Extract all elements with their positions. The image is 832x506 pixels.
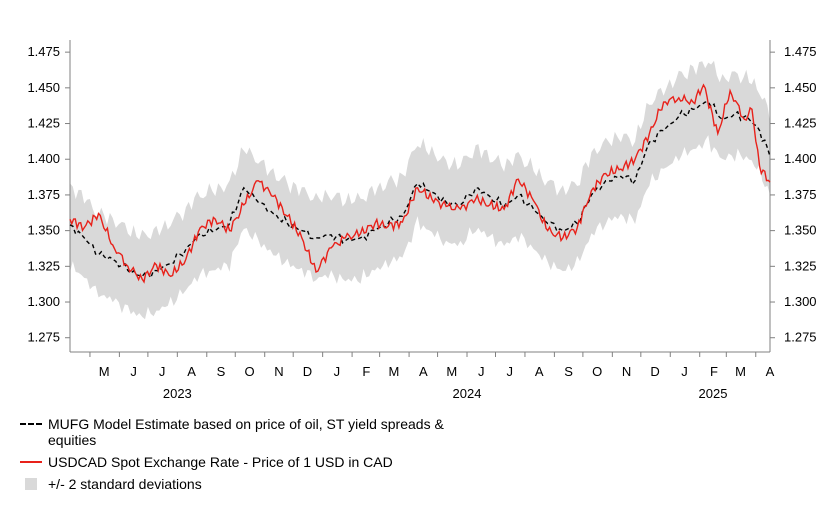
y-tick-label-left: 1.300	[27, 294, 60, 309]
legend: MUFG Model Estimate based on price of oi…	[18, 416, 578, 498]
x-year-label: 2025	[699, 386, 728, 401]
chart-svg: 1.475 1.475 1.450 1.450 1.425 1.425 1.400 1.400…	[27, 40, 817, 401]
x-tick-label: J	[159, 364, 166, 379]
x-year-label: 2023	[163, 386, 192, 401]
x-year-label: 2024	[453, 386, 482, 401]
legend-swatch-red	[18, 454, 44, 470]
x-tick-label: F	[362, 364, 370, 379]
y-tick-label-left: 1.375	[27, 187, 60, 202]
x-tick-label: D	[650, 364, 659, 379]
x-tick-label: O	[244, 364, 254, 379]
y-tick-label-left: 1.450	[27, 80, 60, 95]
band-area	[70, 60, 770, 320]
y-tick-label-right: 1.425	[784, 116, 817, 131]
x-tick-label: M	[388, 364, 399, 379]
y-tick-label-right: 1.350	[784, 223, 817, 238]
x-tick-label: J	[130, 364, 137, 379]
y-tick-label-right: 1.275	[784, 330, 817, 345]
x-tick-label: J	[681, 364, 688, 379]
legend-swatch-dashed	[18, 416, 44, 432]
legend-swatch-band	[18, 476, 44, 492]
x-tick-label: F	[710, 364, 718, 379]
series-line-spot	[69, 83, 771, 284]
y-tick-label-right: 1.400	[784, 151, 817, 166]
x-tick-label: A	[766, 364, 775, 379]
legend-item-band: +/- 2 standard deviations	[18, 476, 578, 492]
chart-area: 1.475 1.475 1.450 1.450 1.425 1.425 1.400 1.400…	[27, 40, 817, 401]
y-tick-label-right: 1.375	[784, 187, 817, 202]
y-tick-label-left: 1.475	[27, 44, 60, 59]
y-tick-label-left: 1.350	[27, 223, 60, 238]
y-tick-label-left: 1.400	[27, 151, 60, 166]
x-tick-label: M	[735, 364, 746, 379]
x-tick-label: J	[478, 364, 485, 379]
x-tick-label: A	[535, 364, 544, 379]
x-tick-label: S	[217, 364, 226, 379]
legend-label-spot: USDCAD Spot Exchange Rate - Price of 1 U…	[48, 454, 393, 470]
x-tick-label: O	[592, 364, 602, 379]
x-tick-label: M	[99, 364, 110, 379]
x-tick-label: J	[507, 364, 514, 379]
y-tick-label-right: 1.300	[784, 294, 817, 309]
y-tick-label-left: 1.425	[27, 116, 60, 131]
legend-label-model: MUFG Model Estimate based on price of oi…	[48, 416, 444, 448]
y-tick-label-right: 1.325	[784, 258, 817, 273]
y-tick-label-right: 1.450	[784, 80, 817, 95]
x-tick-label: A	[419, 364, 428, 379]
y-tick-label-left: 1.325	[27, 258, 60, 273]
legend-item-spot: USDCAD Spot Exchange Rate - Price of 1 U…	[18, 454, 578, 470]
x-tick-label: S	[564, 364, 573, 379]
series-line-model	[69, 101, 771, 280]
x-tick-label: N	[274, 364, 283, 379]
legend-item-model: MUFG Model Estimate based on price of oi…	[18, 416, 578, 448]
legend-label-band: +/- 2 standard deviations	[48, 476, 202, 492]
x-tick-label: A	[187, 364, 196, 379]
x-tick-label: D	[303, 364, 312, 379]
x-tick-label: N	[622, 364, 631, 379]
y-tick-label-right: 1.475	[784, 44, 817, 59]
x-tick-label: M	[446, 364, 457, 379]
y-tick-label-left: 1.275	[27, 330, 60, 345]
x-tick-label: J	[334, 364, 341, 379]
